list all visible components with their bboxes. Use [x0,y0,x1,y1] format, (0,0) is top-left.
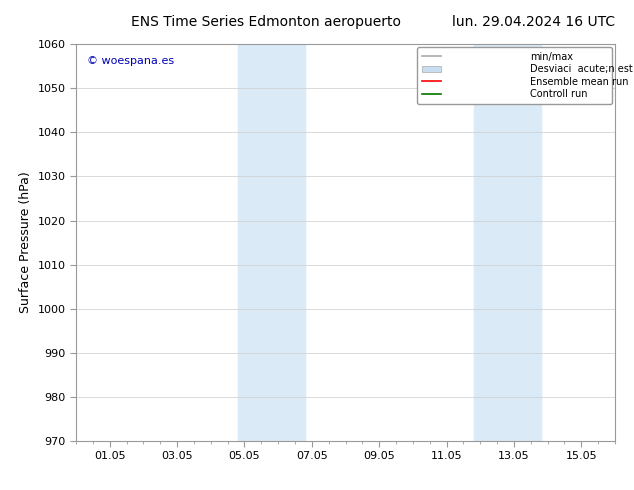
Legend: min/max, Desviaci  acute;n est  acute;ndar, Ensemble mean run, Controll run: min/max, Desviaci acute;n est acute;ndar… [417,47,612,104]
Bar [474,44,541,441]
Y-axis label: Surface Pressure (hPa): Surface Pressure (hPa) [19,172,32,314]
Bar [238,44,305,441]
Text: ENS Time Series Edmonton aeropuerto: ENS Time Series Edmonton aeropuerto [131,15,401,29]
Text: © woespana.es: © woespana.es [87,56,174,66]
Text: lun. 29.04.2024 16 UTC: lun. 29.04.2024 16 UTC [452,15,615,29]
